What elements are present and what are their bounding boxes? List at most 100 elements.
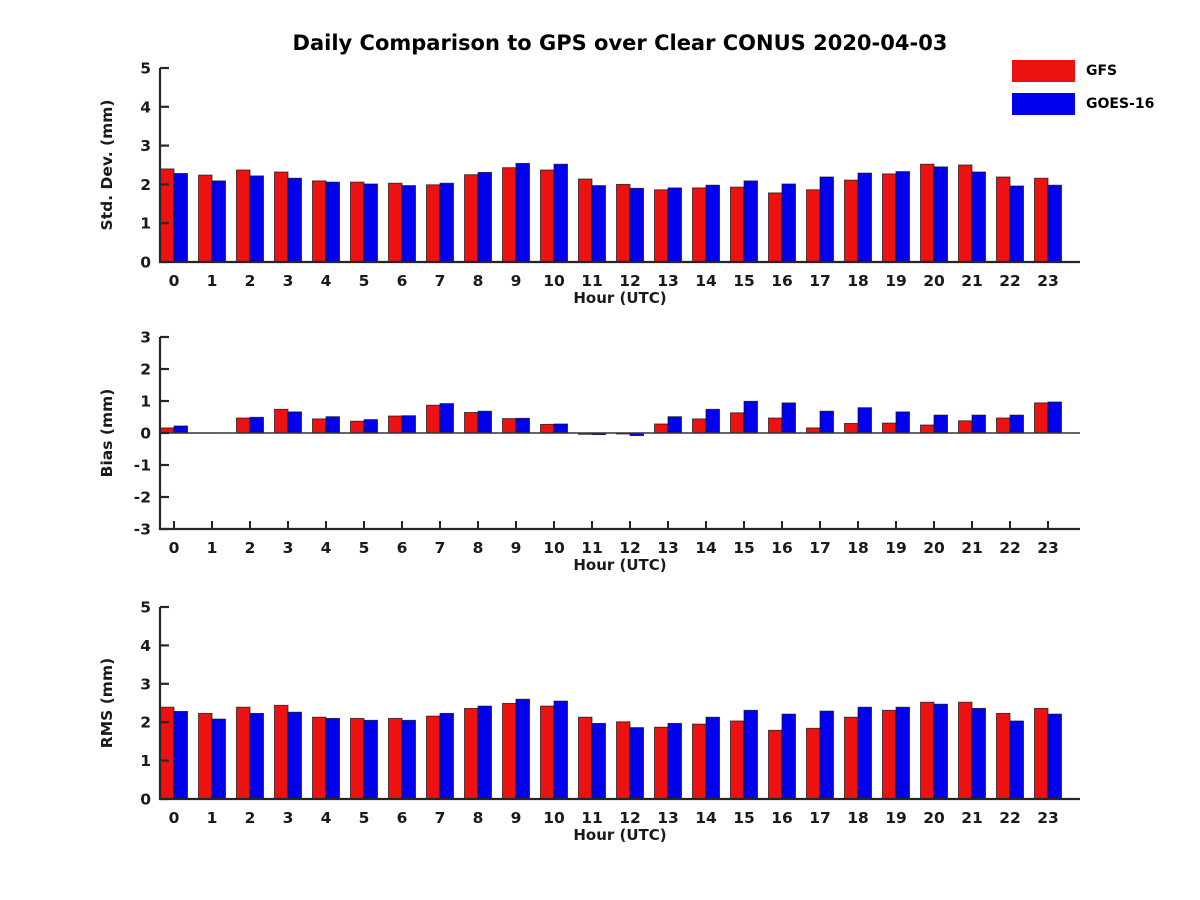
bar-goes-16-hour-23	[1047, 184, 1062, 263]
bar-goes-16-hour-10	[553, 700, 568, 800]
x-tick-label: 17	[809, 809, 831, 827]
x-tick-label: 8	[473, 809, 484, 827]
bar-gfs-hour-15	[730, 186, 745, 263]
bar-gfs-hour-22	[996, 176, 1011, 263]
x-tick-label: 20	[923, 272, 945, 290]
x-tick-label: 6	[397, 539, 408, 557]
bar-goes-16-hour-6	[401, 415, 416, 434]
y-tick-label: 3	[140, 329, 151, 347]
bar-goes-16-hour-19	[895, 171, 910, 263]
x-tick-label: 0	[169, 539, 180, 557]
x-tick-label: 17	[809, 539, 831, 557]
x-tick-label: 23	[1037, 272, 1059, 290]
bar-gfs-hour-11	[578, 716, 593, 800]
x-tick-label: 12	[619, 272, 641, 290]
bar-gfs-hour-5	[350, 420, 365, 434]
bar-gfs-hour-4	[312, 716, 327, 800]
bar-goes-16-hour-9	[515, 417, 530, 434]
y-tick-label: -1	[134, 457, 151, 475]
x-tick-label: 20	[923, 539, 945, 557]
x-tick-label: 3	[283, 539, 294, 557]
x-tick-label: 9	[511, 539, 522, 557]
y-axis-label: Bias (mm)	[98, 389, 116, 478]
x-tick-label: 22	[999, 272, 1021, 290]
bar-gfs-hour-6	[388, 717, 403, 800]
bar-gfs-hour-22	[996, 712, 1011, 800]
x-tick-label: 2	[245, 272, 256, 290]
bar-goes-16-hour-1	[211, 718, 226, 800]
bar-gfs-hour-8	[464, 707, 479, 800]
y-tick-label: 5	[140, 599, 151, 617]
bar-gfs-hour-2	[236, 169, 251, 263]
bar-gfs-hour-6	[388, 182, 403, 263]
bar-goes-16-hour-13	[667, 416, 682, 434]
legend: GFS GOES-16	[1012, 60, 1154, 126]
goes16-color-swatch	[1012, 93, 1075, 115]
bar-goes-16-hour-1	[211, 180, 226, 263]
bar-gfs-hour-19	[882, 173, 897, 263]
x-tick-label: 15	[733, 809, 755, 827]
x-tick-label: 19	[885, 809, 907, 827]
chart-title: Daily Comparison to GPS over Clear CONUS…	[292, 31, 948, 55]
bar-gfs-hour-9	[502, 702, 517, 800]
x-tick-label: 7	[435, 539, 446, 557]
bar-goes-16-hour-18	[857, 407, 872, 434]
bar-goes-16-hour-11	[591, 722, 606, 800]
bar-goes-16-hour-4	[325, 181, 340, 263]
bar-gfs-hour-13	[654, 726, 669, 800]
y-tick-label: 1	[140, 215, 151, 233]
bar-gfs-hour-8	[464, 412, 479, 434]
bar-gfs-hour-20	[920, 701, 935, 800]
bar-goes-16-hour-17	[819, 176, 834, 263]
bar-goes-16-hour-9	[515, 698, 530, 800]
bar-goes-16-hour-14	[705, 184, 720, 263]
bar-goes-16-hour-14	[705, 408, 720, 434]
bar-goes-16-hour-0	[173, 710, 188, 800]
y-tick-label: 4	[140, 637, 151, 655]
x-tick-label: 14	[695, 272, 717, 290]
y-tick-label: 0	[140, 425, 151, 443]
bar-goes-16-hour-7	[439, 403, 454, 434]
bar-goes-16-hour-5	[363, 719, 378, 800]
x-tick-label: 3	[283, 272, 294, 290]
bar-gfs-hour-9	[502, 167, 517, 263]
bar-gfs-hour-17	[806, 727, 821, 800]
x-tick-label: 8	[473, 272, 484, 290]
x-tick-label: 7	[435, 272, 446, 290]
bar-goes-16-hour-19	[895, 411, 910, 434]
bar-goes-16-hour-6	[401, 719, 416, 800]
bar-gfs-hour-21	[958, 701, 973, 800]
gfs-color-swatch	[1012, 60, 1075, 82]
x-tick-label: 1	[207, 539, 218, 557]
y-tick-label: 2	[140, 361, 151, 379]
x-tick-label: 15	[733, 539, 755, 557]
x-tick-label: 11	[581, 809, 603, 827]
y-axis-label: RMS (mm)	[98, 658, 116, 748]
bar-goes-16-hour-10	[553, 423, 568, 434]
bar-gfs-hour-5	[350, 181, 365, 263]
x-tick-label: 0	[169, 272, 180, 290]
bar-goes-16-hour-13	[667, 187, 682, 263]
bar-goes-16-hour-6	[401, 185, 416, 263]
bar-goes-16-hour-20	[933, 703, 948, 800]
bar-goes-16-hour-17	[819, 710, 834, 800]
x-tick-label: 13	[657, 272, 679, 290]
y-axis-label: Std. Dev. (mm)	[98, 100, 116, 231]
bar-goes-16-hour-18	[857, 706, 872, 800]
y-tick-label: 5	[140, 60, 151, 78]
bar-goes-16-hour-21	[971, 707, 986, 800]
bar-goes-16-hour-18	[857, 172, 872, 263]
x-tick-label: 21	[961, 539, 983, 557]
x-tick-label: 18	[847, 809, 869, 827]
x-tick-label: 1	[207, 272, 218, 290]
x-tick-label: 22	[999, 809, 1021, 827]
bar-gfs-hour-17	[806, 189, 821, 263]
y-tick-label: 4	[140, 98, 151, 116]
y-tick-label: -3	[134, 521, 151, 539]
bar-goes-16-hour-16	[781, 402, 796, 434]
bar-gfs-hour-14	[692, 187, 707, 263]
bar-goes-16-hour-15	[743, 400, 758, 434]
legend-label-gfs: GFS	[1086, 63, 1118, 79]
bar-goes-16-hour-15	[743, 180, 758, 263]
